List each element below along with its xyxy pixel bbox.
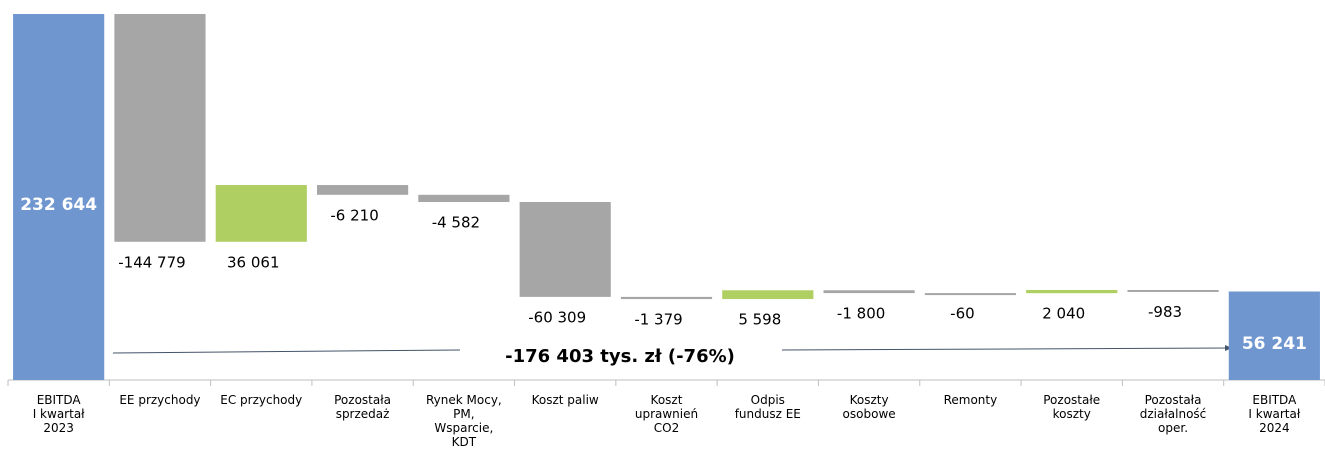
x-tick-label: Odpis fundusz EE [734, 393, 801, 421]
value-label: -60 309 [528, 308, 586, 326]
bar [823, 290, 915, 294]
arrow-line [112, 349, 461, 354]
bar [620, 296, 713, 300]
x-tick-label: EE przychody [119, 393, 201, 407]
bar [215, 185, 307, 242]
value-label: -60 [950, 305, 975, 323]
bar [418, 194, 510, 203]
x-tick-label: Koszt paliw [531, 393, 599, 407]
value-label: 36 061 [227, 253, 280, 271]
x-tick-label: EC przychody [220, 393, 303, 407]
value-label: 56 241 [1242, 334, 1307, 354]
bar [519, 202, 611, 297]
value-label: -4 582 [432, 214, 480, 232]
x-tick-label: Pozostała sprzedaż [334, 393, 391, 421]
x-tick-label: Remonty [943, 393, 998, 407]
x-tick-label: EBITDA I kwartał 2024 [1248, 393, 1301, 435]
value-label: -1 800 [837, 305, 885, 323]
value-label: -983 [1148, 303, 1182, 321]
x-tick-label: Koszt uprawnień CO2 [634, 393, 699, 435]
value-label: -1 379 [634, 311, 682, 329]
arrow-line [781, 345, 1233, 352]
bar [1127, 289, 1219, 292]
value-label: 5 598 [738, 311, 781, 329]
bar [1228, 291, 1320, 380]
x-tick-label: Koszty osobowe [842, 393, 896, 421]
bar [13, 14, 105, 380]
x-tick-label: EBITDA I kwartał 2023 [32, 393, 85, 435]
bar [114, 14, 206, 242]
bar [924, 293, 1017, 296]
value-label: 2 040 [1042, 305, 1085, 323]
value-label: -144 779 [118, 253, 185, 271]
bar [722, 290, 814, 300]
value-label: 232 644 [20, 195, 97, 215]
annotation: -176 403 tys. zł (-76%) [505, 346, 735, 367]
value-label: -6 210 [330, 206, 378, 224]
x-tick-label: Pozostała działalność oper. [1139, 393, 1207, 435]
bar [316, 185, 409, 195]
x-tick-label: Rynek Mocy, PM, Wsparcie, KDT [425, 393, 502, 449]
x-tick-label: Pozostałe koszty [1043, 393, 1101, 421]
bar [1026, 289, 1118, 294]
